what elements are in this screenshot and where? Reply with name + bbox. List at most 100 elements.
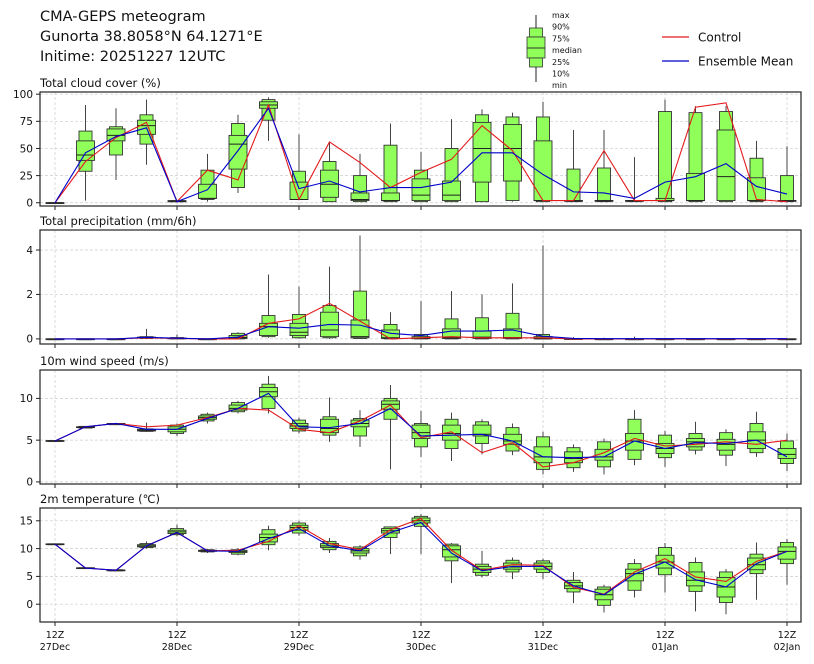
y-tick-label: 75 <box>20 116 33 128</box>
box-1 <box>76 105 95 201</box>
y-tick-label: 0 <box>26 334 33 346</box>
box-0 <box>45 202 65 204</box>
box-p25-p75 <box>625 568 644 582</box>
box-10 <box>350 235 370 339</box>
box-12 <box>411 410 431 457</box>
panel-3: 2m temperature (℃)05101512Z27Dec12Z28Dec… <box>20 492 802 653</box>
box-15 <box>503 283 522 340</box>
x-tick-label-date: 29Dec <box>284 642 314 653</box>
box-3 <box>137 541 156 549</box>
x-tick-label-time: 12Z <box>778 630 797 641</box>
box-8 <box>289 134 309 200</box>
box-11 <box>381 123 400 203</box>
x-tick-label-time: 12Z <box>46 630 65 641</box>
box-22 <box>716 106 736 203</box>
box-p25-p75 <box>106 128 126 142</box>
box-p25-p75 <box>533 446 553 464</box>
box-p10-p90 <box>780 175 794 203</box>
box-16 <box>533 431 553 475</box>
box-3 <box>137 99 156 165</box>
panel-0: Total cloud cover (%) 0 25 50 75 100 <box>13 76 802 210</box>
box-p25-p75 <box>594 448 614 461</box>
chart-title: CMA-GEPS meteogram <box>40 9 206 25</box>
legend-box-label: 90% <box>552 23 570 32</box>
x-tick-label-time: 12Z <box>534 630 553 641</box>
box-21 <box>686 557 705 612</box>
box-8 <box>289 286 309 339</box>
box-24 <box>777 146 797 203</box>
x-tick-label-time: 12Z <box>290 630 309 641</box>
y-tick-label: 0 <box>26 477 33 489</box>
box-21 <box>686 421 705 455</box>
box-p25-p75 <box>442 180 461 202</box>
x-tick-label-date: 01Jan <box>652 642 679 653</box>
box-p25-p75 <box>777 448 797 459</box>
legend-box-label: 75% <box>552 34 570 43</box>
y-tick-label: 5 <box>26 571 33 583</box>
legend-box-label: median <box>552 46 582 55</box>
panel-2: 10m wind speed (m/s) 0 5 10 <box>20 354 802 489</box>
box-p25-p75 <box>625 433 644 451</box>
x-tick-label-date: 02Jan <box>774 642 801 653</box>
legend-box-label: 10% <box>552 70 570 79</box>
box-24 <box>777 433 797 472</box>
x-tick-label-time: 12Z <box>168 630 187 641</box>
panel-title: Total precipitation (mm/6h) <box>39 214 196 228</box>
box-11 <box>381 385 400 470</box>
box-p25-p75 <box>381 192 400 202</box>
box-13 <box>442 119 461 203</box>
box-p25-p75 <box>686 571 705 587</box>
box-24 <box>777 539 797 585</box>
box-14 <box>472 550 492 578</box>
box-p25-p75 <box>442 328 461 339</box>
box-18 <box>594 130 614 203</box>
legend-boxplot-key: max 90% 75% median 25% 10% min <box>526 11 582 90</box>
box-21 <box>686 106 705 203</box>
box-5 <box>198 153 217 202</box>
y-tick-label: 10 <box>20 543 33 555</box>
y-tick-label: 5 <box>26 435 33 447</box>
legend-label-mean: Ensemble Mean <box>698 55 793 69</box>
location-label: Gunorta 38.8058°N 64.1271°E <box>40 29 263 45</box>
box-13 <box>442 543 461 584</box>
box-p25-p75 <box>76 140 95 161</box>
legend-box-label: max <box>552 11 570 20</box>
box-10 <box>350 153 370 203</box>
box-p25-p75 <box>228 404 248 411</box>
box-p25-p75 <box>533 140 553 202</box>
box-p25-p75 <box>777 546 797 560</box>
box-9 <box>320 266 339 339</box>
box-9 <box>320 143 339 203</box>
box-p25-p75 <box>350 319 370 339</box>
box-p25-p75 <box>472 424 492 437</box>
panel-title: 2m temperature (℃) <box>40 492 160 506</box>
box-12 <box>411 514 431 555</box>
x-tick-label-date: 28Dec <box>162 642 192 653</box>
x-tick-label-date: 30Dec <box>406 642 436 653</box>
panel-title: Total cloud cover (%) <box>39 76 161 90</box>
box-9 <box>320 397 339 442</box>
box-p25-p75 <box>289 181 309 200</box>
legend-box-label: 25% <box>552 58 570 67</box>
box-p25-p75 <box>716 129 736 202</box>
y-tick-label: 10 <box>20 393 33 405</box>
ensemble-mean-line <box>54 107 788 204</box>
box-23 <box>747 140 766 203</box>
box-16 <box>533 245 553 340</box>
legend-lines: Control Ensemble Mean <box>662 31 793 69</box>
box-13 <box>442 412 461 462</box>
box-p25-p75 <box>289 322 309 337</box>
box-p10-p90 <box>597 167 611 203</box>
box-p25-p75 <box>503 328 522 339</box>
y-tick-label: 50 <box>20 143 33 155</box>
box-p10-p90 <box>566 168 581 203</box>
y-tick-label: 25 <box>20 170 33 182</box>
box-22 <box>716 429 736 467</box>
initime-label: Initime: 20251227 12UTC <box>40 49 226 65</box>
box-14 <box>472 109 492 203</box>
box-7 <box>259 375 278 414</box>
y-tick-label: 4 <box>26 245 33 257</box>
legend-box-p90 <box>529 27 543 38</box>
box-p25-p75 <box>442 545 461 558</box>
